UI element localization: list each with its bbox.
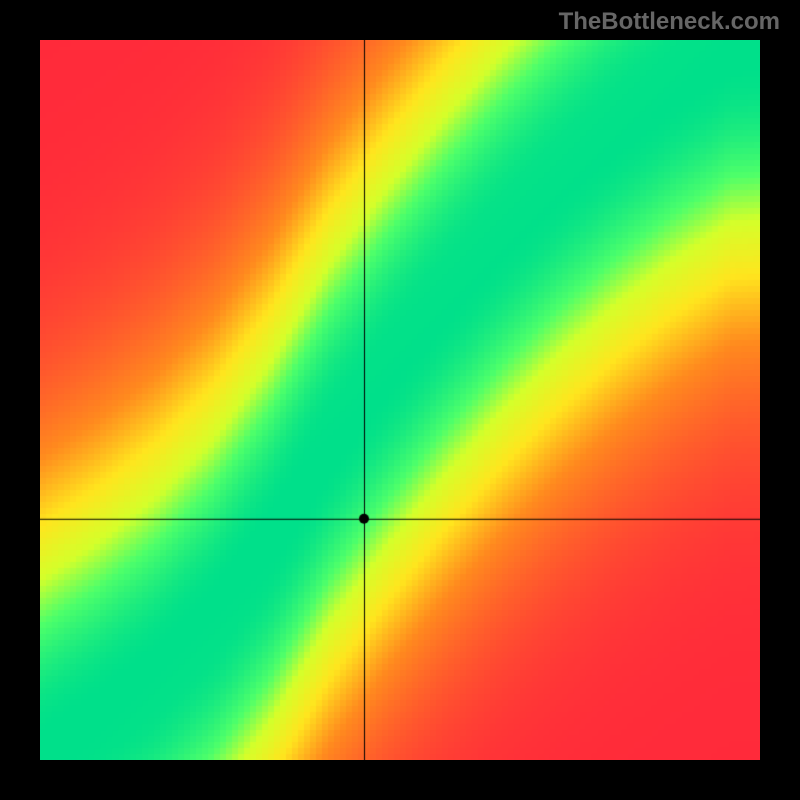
bottleneck-heatmap [40, 40, 760, 760]
chart-frame: { "watermark": { "text": "TheBottleneck.… [0, 0, 800, 800]
watermark-text: TheBottleneck.com [559, 8, 780, 36]
